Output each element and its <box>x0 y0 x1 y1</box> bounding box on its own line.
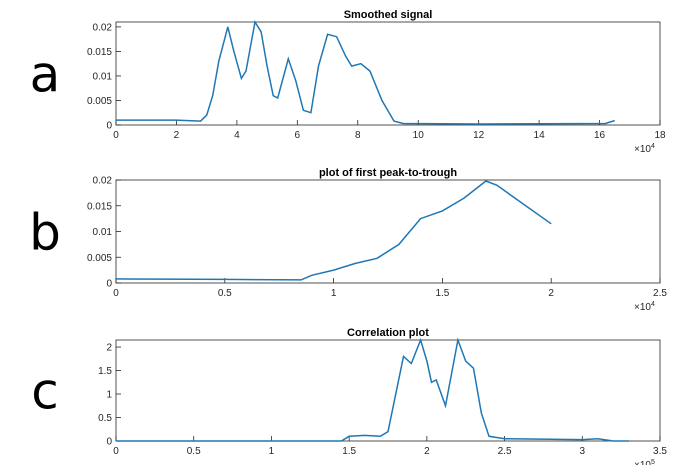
y-tick-label: 0.01 <box>93 71 113 82</box>
x-tick-label: 2 <box>548 288 554 299</box>
y-tick-label: 0.01 <box>93 227 113 238</box>
x-multiplier: ×105 <box>634 459 655 465</box>
x-tick-label: 1 <box>269 446 275 457</box>
y-tick-label: 0.5 <box>98 413 112 424</box>
chart-title: Correlation plot <box>347 327 429 339</box>
x-tick-label: 8 <box>355 130 361 141</box>
y-tick-label: 1.5 <box>98 366 112 377</box>
x-tick-label: 6 <box>295 130 301 141</box>
chart-title: Smoothed signal <box>344 9 433 21</box>
x-multiplier-exponent: 4 <box>651 301 655 308</box>
x-tick-label: 0.5 <box>187 446 201 457</box>
x-tick-label: 2.5 <box>653 288 667 299</box>
x-tick-label: 0 <box>113 288 119 299</box>
x-tick-label: 18 <box>654 130 666 141</box>
x-tick-label: 3 <box>580 446 586 457</box>
x-tick-label: 1.5 <box>435 288 449 299</box>
y-tick-label: 0.02 <box>93 22 113 33</box>
x-tick-label: 1 <box>331 288 337 299</box>
panel-letter: a <box>30 46 61 104</box>
x-multiplier-base: ×10 <box>634 460 651 465</box>
x-tick-label: 1.5 <box>342 446 356 457</box>
signal-line <box>116 337 629 442</box>
x-multiplier: ×104 <box>634 301 655 313</box>
x-multiplier-base: ×10 <box>634 144 651 155</box>
x-tick-label: 3.5 <box>653 446 667 457</box>
panel-letter: c <box>31 363 59 421</box>
y-tick-label: 0.005 <box>87 253 112 264</box>
axes-box <box>115 179 661 284</box>
axes-box <box>115 339 661 442</box>
signal-line <box>115 180 552 281</box>
x-tick-label: 0 <box>113 130 119 141</box>
x-multiplier-base: ×10 <box>634 302 651 313</box>
axes-box <box>115 21 661 126</box>
y-tick-label: 0.005 <box>87 96 112 107</box>
x-tick-label: 10 <box>413 130 425 141</box>
y-tick-label: 0 <box>106 279 112 290</box>
y-tick-label: 0 <box>106 437 112 448</box>
y-tick-label: 0.015 <box>87 47 112 58</box>
x-multiplier-exponent: 5 <box>651 459 655 465</box>
y-tick-label: 1 <box>106 390 112 401</box>
x-tick-label: 2 <box>424 446 430 457</box>
y-tick-label: 0 <box>106 121 112 132</box>
signal-line <box>116 19 615 125</box>
y-tick-label: 2 <box>106 343 112 354</box>
y-tick-label: 0.015 <box>87 201 112 212</box>
x-tick-label: 2 <box>174 130 180 141</box>
y-tick-label: 0.02 <box>93 176 113 187</box>
x-multiplier-exponent: 4 <box>651 143 655 150</box>
x-tick-label: 0.5 <box>218 288 232 299</box>
x-tick-label: 12 <box>473 130 485 141</box>
x-tick-label: 16 <box>594 130 606 141</box>
chart-title: plot of first peak-to-trough <box>319 167 457 179</box>
x-tick-label: 4 <box>234 130 240 141</box>
x-tick-label: 2.5 <box>498 446 512 457</box>
x-tick-label: 0 <box>113 446 119 457</box>
x-multiplier: ×104 <box>634 143 655 155</box>
panel-letter: b <box>29 204 61 262</box>
x-tick-label: 14 <box>534 130 546 141</box>
